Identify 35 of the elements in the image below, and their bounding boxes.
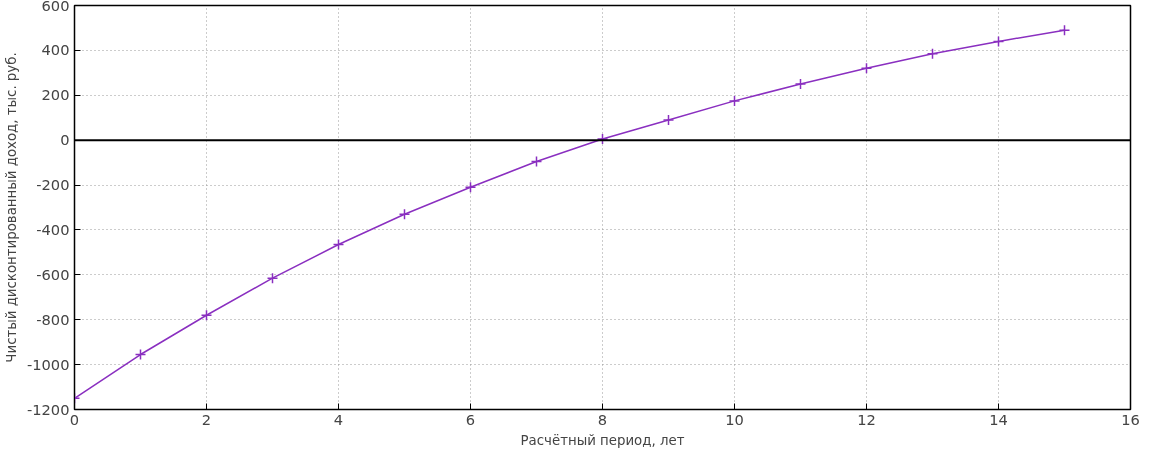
y-tick-label: -600 bbox=[36, 265, 70, 283]
point bbox=[926, 48, 939, 60]
x-tick-label: 12 bbox=[857, 410, 876, 428]
y-tick-label: 0 bbox=[60, 131, 70, 149]
point bbox=[1058, 24, 1071, 36]
x-axis-title: Расчётный период, лет bbox=[520, 432, 685, 448]
y-tick-label: 200 bbox=[41, 86, 70, 104]
point bbox=[530, 155, 543, 168]
x-tick-label: 8 bbox=[597, 410, 608, 428]
y-tick-label: -400 bbox=[36, 220, 70, 238]
point bbox=[398, 208, 411, 220]
y-tick-label: 400 bbox=[41, 41, 70, 59]
point bbox=[596, 133, 609, 145]
point bbox=[134, 348, 147, 361]
point bbox=[794, 78, 807, 90]
point bbox=[992, 35, 1005, 48]
point bbox=[728, 95, 741, 107]
x-tick-label: 10 bbox=[725, 410, 744, 428]
x-tick-label: 4 bbox=[333, 410, 344, 428]
x-tick-label: 16 bbox=[1121, 410, 1140, 428]
point bbox=[332, 238, 345, 251]
point bbox=[860, 62, 873, 75]
x-tick-label: 2 bbox=[201, 410, 212, 428]
point bbox=[662, 114, 675, 126]
x-tick-label: 14 bbox=[989, 410, 1008, 428]
y-axis-title: Чистый дисконтированный доход, тыс. руб. bbox=[3, 52, 19, 363]
y-tick-label: -800 bbox=[36, 310, 70, 328]
point bbox=[464, 181, 477, 194]
y-tick-label: -1200 bbox=[26, 400, 70, 418]
point bbox=[266, 272, 279, 284]
y-tick-label: 600 bbox=[41, 0, 70, 14]
y-tick-label: -1000 bbox=[26, 355, 70, 373]
point bbox=[200, 309, 213, 321]
x-tick-label: 6 bbox=[465, 410, 476, 428]
y-tick-label: -200 bbox=[36, 176, 70, 194]
